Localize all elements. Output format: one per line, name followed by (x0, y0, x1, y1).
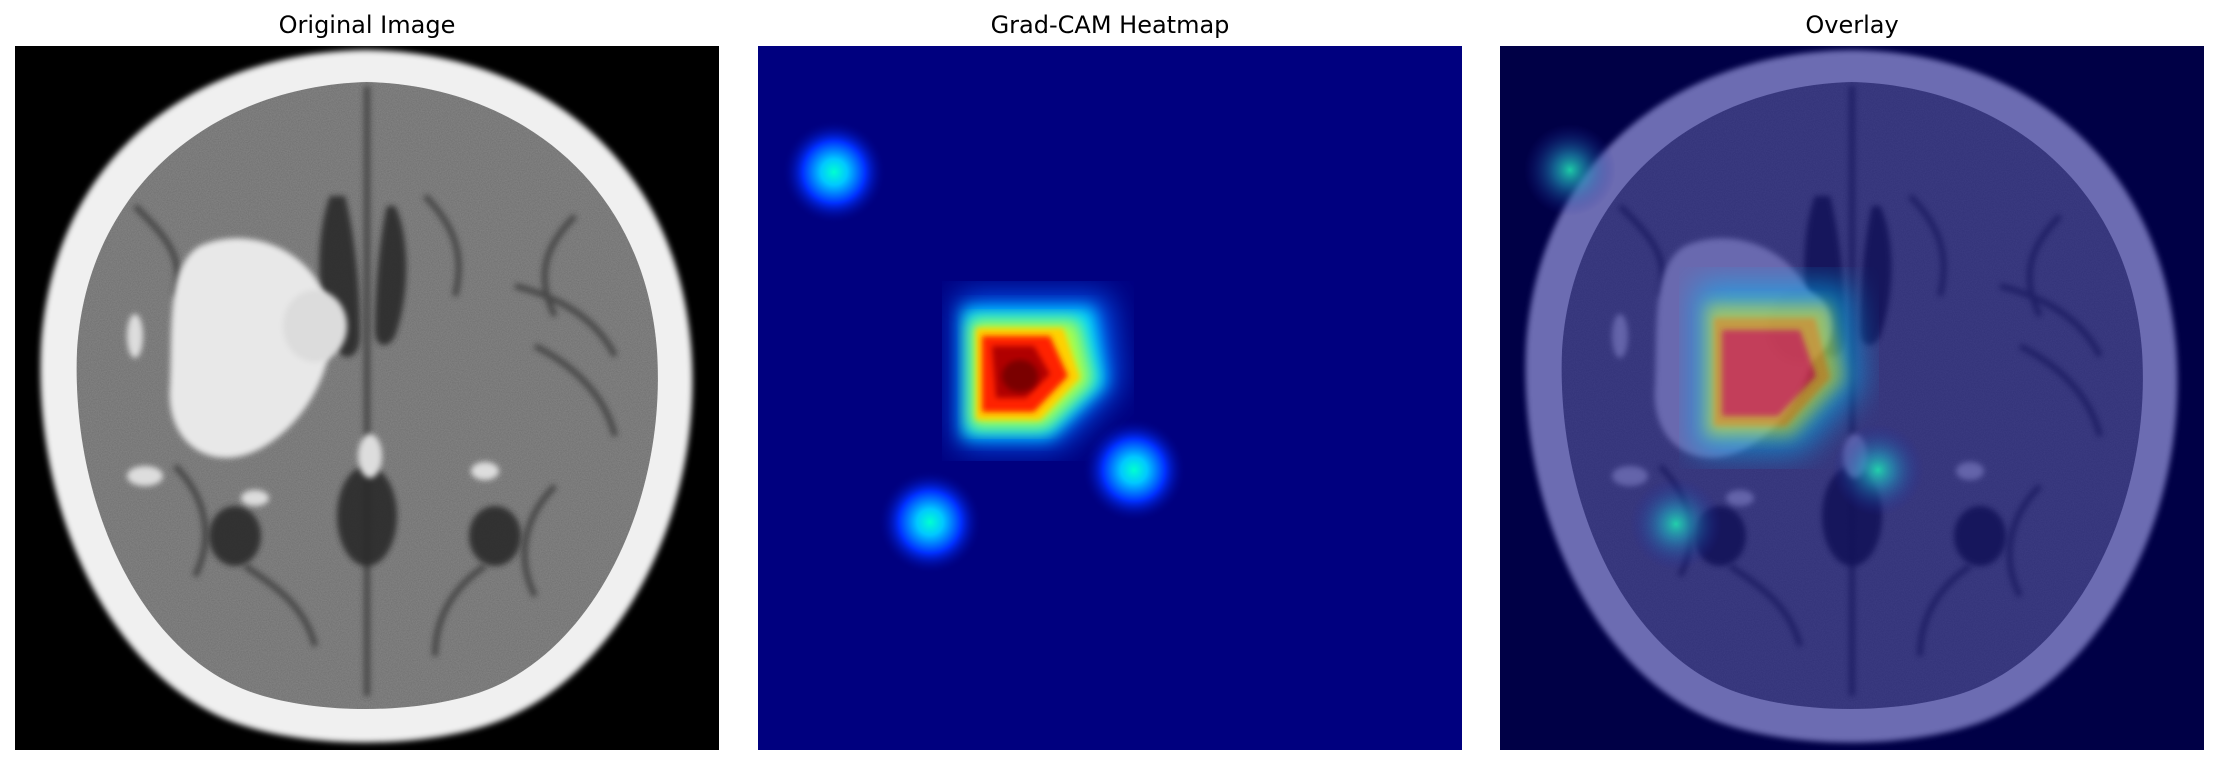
original-image-title: Original Image (278, 11, 456, 39)
heatmap-panel: Grad-CAM Heatmap (758, 0, 1462, 765)
ct-brain-scan-image (15, 46, 719, 750)
overlay-panel: Overlay (1500, 0, 2204, 765)
overlay-title: Overlay (1805, 11, 1899, 39)
gradcam-heatmap-image (758, 46, 1462, 750)
heatmap-title: Grad-CAM Heatmap (990, 11, 1230, 39)
heatmap-overlay-image (1500, 46, 2204, 750)
original-image-panel: Original Image (15, 0, 719, 765)
